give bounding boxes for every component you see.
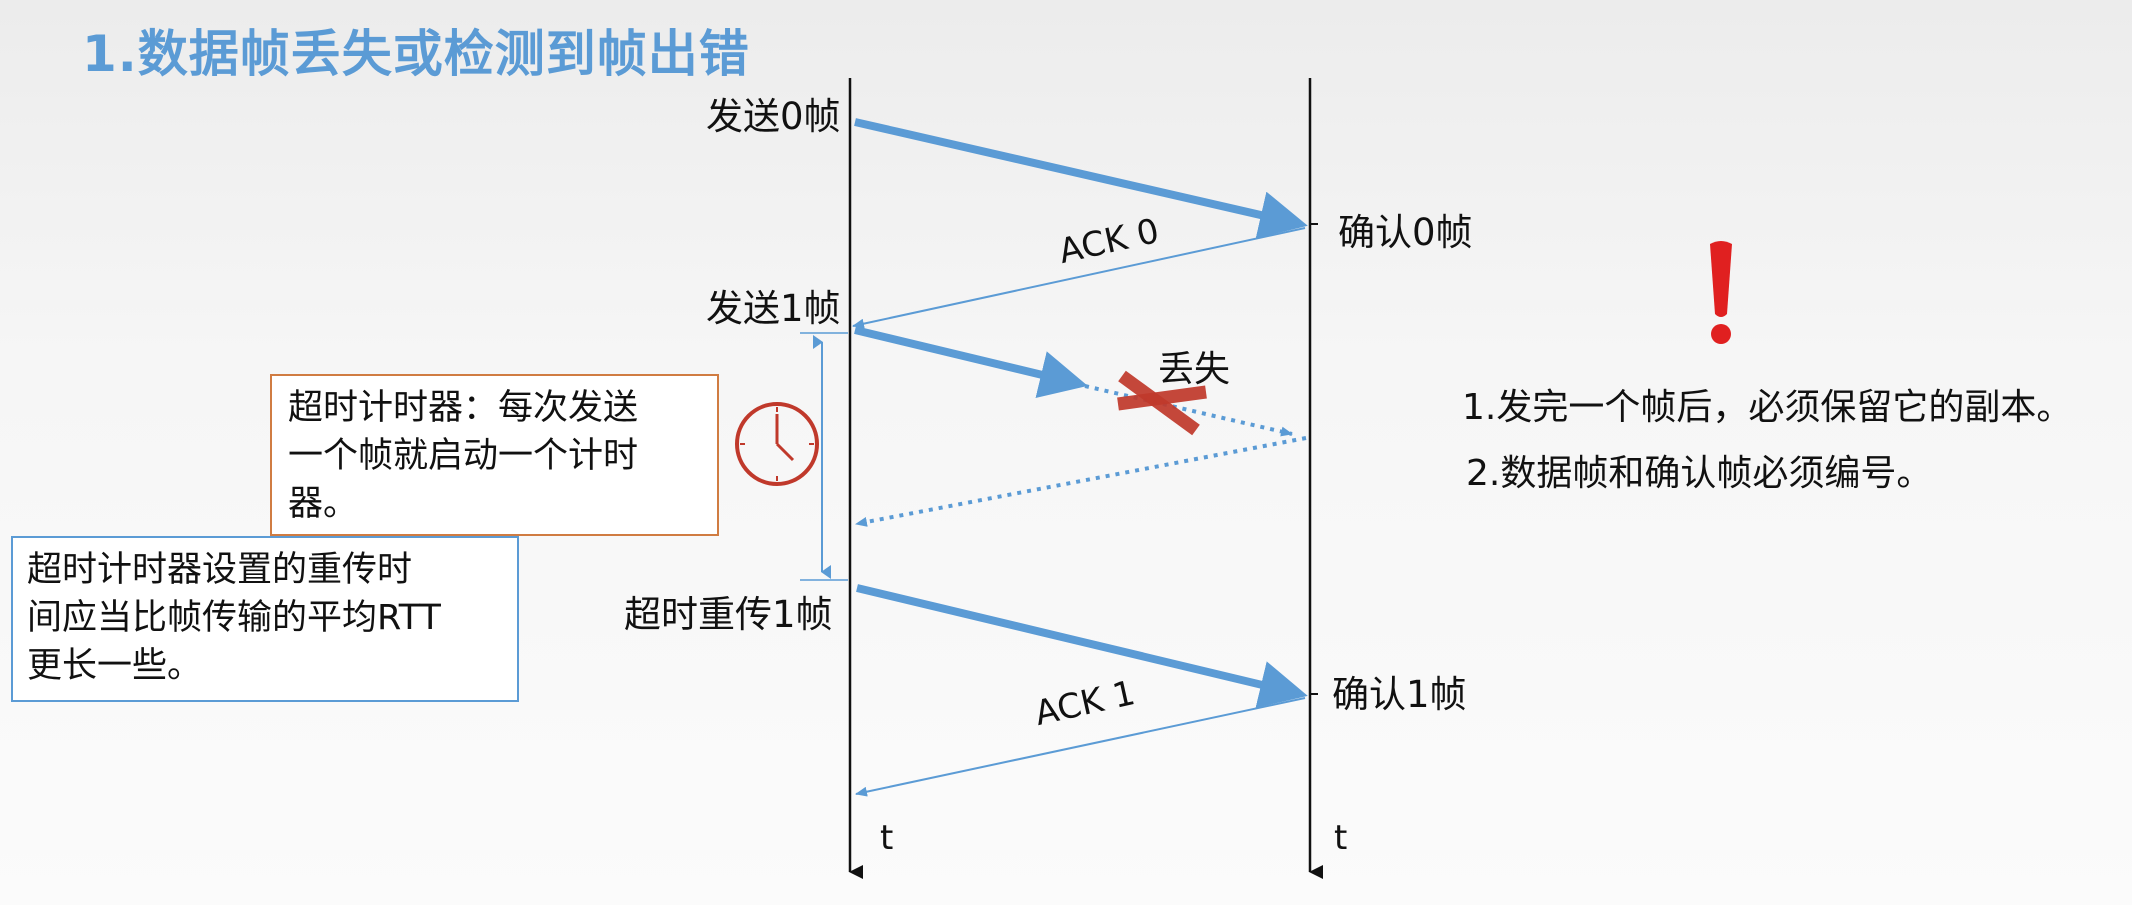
- confirm-frame0-label: 确认0帧: [1338, 211, 1473, 254]
- timeout-return-path: [855, 436, 1307, 527]
- retransmit-frame1-arrow: [856, 584, 1308, 709]
- cross-icon: [1117, 370, 1207, 436]
- rtt-explanation-box: 超时计时器设置的重传时 间应当比帧传输的平均RTT 更长一些。: [11, 536, 519, 702]
- slide-title: 1.数据帧丢失或检测到帧出错: [82, 25, 750, 83]
- timer-explanation-line2: 一个帧就启动一个计时: [288, 436, 639, 476]
- rtt-explanation-line2: 间应当比帧传输的平均RTT: [27, 598, 441, 638]
- receiver-time-label: t: [1334, 818, 1348, 858]
- send-frame0-label: 发送0帧: [706, 95, 841, 138]
- sender-time-label: t: [880, 818, 894, 858]
- ack1-arrow: [855, 697, 1306, 797]
- timer-explanation-line1: 超时计时器：每次发送: [288, 388, 639, 428]
- clock-icon: [735, 402, 819, 486]
- send-frame1-label: 发送1帧: [706, 287, 841, 330]
- exclamation-icon: [1710, 241, 1732, 344]
- resend-frame1-label: 超时重传1帧: [624, 593, 833, 636]
- rtt-explanation-line3: 更长一些。: [27, 646, 203, 686]
- frame1-arrow: [854, 326, 1088, 399]
- note-numbering: 2.数据帧和确认帧必须编号。: [1466, 453, 1933, 494]
- frame0-arrow: [854, 118, 1308, 239]
- lost-label: 丢失: [1158, 349, 1231, 390]
- note-keep-copy: 1.发完一个帧后，必须保留它的副本。: [1462, 387, 2073, 428]
- rtt-explanation-line1: 超时计时器设置的重传时: [27, 550, 413, 590]
- ack0-arrow: [852, 227, 1306, 329]
- timer-explanation-box: 超时计时器：每次发送 一个帧就启动一个计时 器。: [270, 374, 719, 536]
- confirm-frame1-label: 确认1帧: [1332, 673, 1467, 716]
- timer-explanation-line3: 器。: [288, 484, 359, 524]
